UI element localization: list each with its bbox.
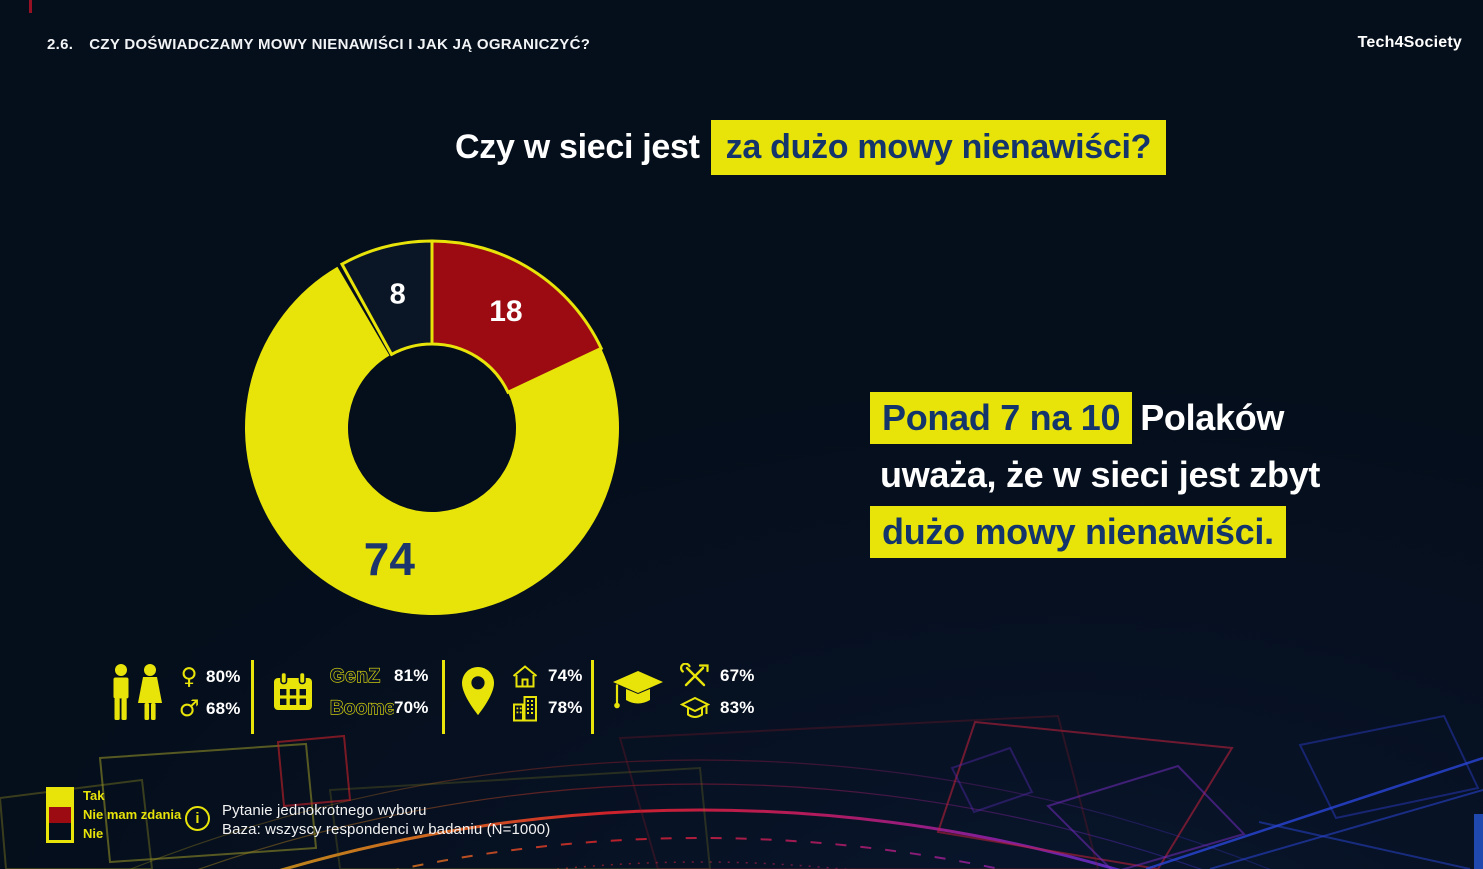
stat-group-place: 74% — [460, 662, 583, 722]
svg-text:GenZ: GenZ — [330, 666, 381, 687]
footnote: Pytanie jednokrotnego wyboru Baza: wszys… — [222, 801, 550, 839]
diploma-cap-icon — [680, 696, 710, 718]
stat-group-generation: GenZ 81% Boomer 70% — [272, 662, 429, 722]
legend-swatch-2 — [49, 806, 71, 823]
stat-group-education: 67% 83% — [610, 662, 755, 722]
legend-swatch-1 — [49, 790, 71, 807]
donut-chart: 18 74 8 — [240, 236, 624, 620]
donut-segment — [339, 239, 434, 357]
graduation-cap-icon — [613, 671, 663, 709]
chart-legend — [46, 787, 74, 843]
legend-swatch-3 — [49, 823, 71, 840]
stat-value-boomer: 70% — [394, 698, 429, 717]
title-plain: Czy w sieci jest — [455, 128, 700, 166]
info-icon: i — [185, 806, 210, 831]
brand-logo: Tech4Society — [1357, 34, 1462, 51]
tools-icon — [680, 663, 709, 687]
key-insight: Ponad 7 na 10 Polaków uważa, że w sieci … — [870, 392, 1390, 563]
legend-label-nie-mam-zdania: Nie mam zdania — [83, 807, 182, 822]
title-highlight: za dużo mowy nienawiści? — [710, 120, 1167, 175]
stat-value-female: 80% — [206, 667, 241, 686]
boomer-label: Boomer — [330, 697, 394, 719]
legend-label-tak: Tak — [83, 788, 105, 803]
donut-segment — [430, 239, 604, 395]
donut-value-label: 74 — [364, 533, 416, 585]
donut-chart-svg: 18 74 8 — [245, 239, 619, 615]
stat-divider-1 — [251, 660, 254, 734]
house-icon — [512, 664, 538, 687]
map-pin-icon — [462, 667, 494, 715]
donut-value-label: 18 — [489, 295, 522, 328]
stat-value-village: 74% — [548, 666, 583, 685]
male-symbol-icon: ♂ — [178, 695, 200, 722]
blue-edge-bar — [1474, 814, 1483, 869]
stat-group-gender: ♀ 80% ♂ 68% — [110, 662, 241, 724]
footnote-line-1: Pytanie jednokrotnego wyboru — [222, 802, 427, 819]
city-buildings-icon — [513, 695, 537, 721]
female-symbol-icon: ♀ — [180, 663, 198, 690]
stat-divider-2 — [442, 660, 445, 734]
stat-value-higher-ed: 83% — [720, 698, 755, 717]
stat-row-female: ♀ 80% — [178, 663, 241, 691]
stat-row-male: ♂ 68% — [178, 695, 241, 723]
stat-divider-3 — [591, 660, 594, 734]
insight-plain-1: Polaków — [1140, 397, 1285, 438]
svg-text:Boomer: Boomer — [330, 698, 394, 719]
stat-value-vocational: 67% — [720, 666, 755, 685]
donut-value-label: 8 — [390, 278, 406, 310]
footnote-line-2: Baza: wszyscy respondenci w badaniu (N=1… — [222, 821, 551, 838]
stat-value-genz: 81% — [394, 666, 429, 685]
man-woman-icon — [113, 664, 162, 720]
legend-labels: Tak Nie mam zdania Nie — [83, 789, 181, 841]
stat-row-boomer: Boomer 70% — [330, 694, 429, 722]
insight-highlight-1: Ponad 7 na 10 — [870, 392, 1133, 444]
breadcrumb: 2.6. CZY DOŚWIADCZAMY MOWY NIENAWIŚCI I J… — [47, 36, 590, 53]
insight-plain-2: uważa, że w sieci jest zbyt — [880, 454, 1321, 495]
page-title: Czy w sieci jest za dużo mowy nienawiści… — [455, 120, 1167, 175]
stat-row-genz: GenZ 81% — [330, 662, 429, 690]
donut-segment — [245, 266, 619, 615]
insight-highlight-2: dużo mowy nienawiści. — [870, 506, 1286, 558]
stat-row-village: 74% — [508, 662, 583, 690]
section-number: 2.6. — [47, 36, 74, 53]
section-title: CZY DOŚWIADCZAMY MOWY NIENAWIŚCI I JAK J… — [89, 36, 591, 53]
stat-row-vocational: 67% — [678, 662, 755, 690]
legend-label-nie: Nie — [83, 826, 104, 841]
stat-row-higher-ed: 83% — [678, 694, 755, 722]
stat-row-city: 78% — [508, 694, 583, 722]
calendar-icon — [274, 671, 312, 710]
genz-label: GenZ — [330, 665, 381, 687]
red-tick-top-left — [29, 0, 32, 13]
stat-value-male: 68% — [206, 699, 241, 718]
stat-value-city: 78% — [548, 698, 583, 717]
